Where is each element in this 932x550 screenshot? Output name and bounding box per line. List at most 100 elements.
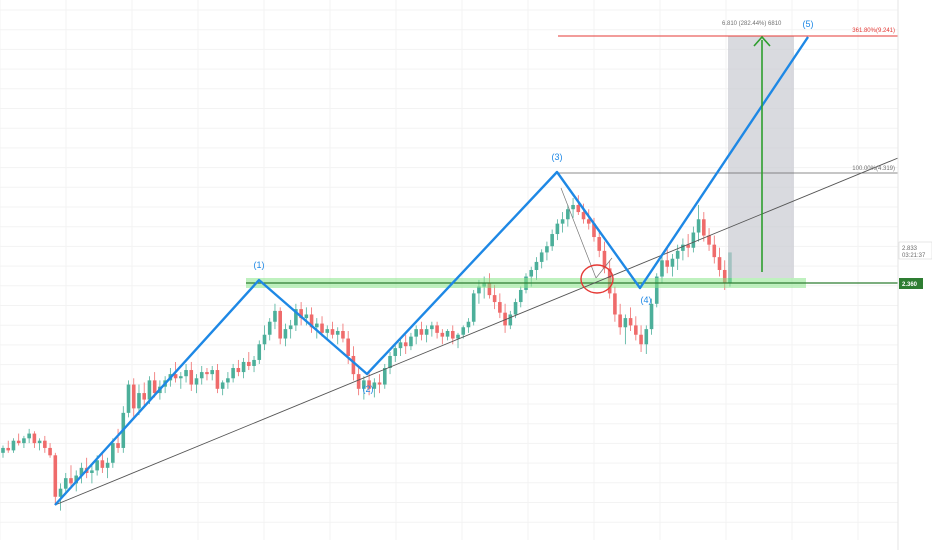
candle-body [613, 293, 617, 315]
price-tag-timer: 03:21:37 [902, 253, 926, 259]
candle-body [241, 361, 246, 373]
candle-body [325, 329, 330, 333]
candle-body [283, 329, 288, 339]
candle-body [534, 261, 539, 270]
wave-path [54, 36, 809, 506]
candle-body [111, 443, 115, 463]
candle-body [105, 462, 110, 468]
candle-body [335, 330, 340, 335]
candle-body [377, 382, 382, 385]
candle-body [95, 460, 99, 471]
candle-body [116, 443, 120, 448]
candle-body [6, 447, 11, 451]
candle-body [262, 334, 267, 345]
candle-body [184, 370, 188, 377]
candle-body [529, 269, 534, 277]
candle-body [236, 367, 241, 373]
candle-body [58, 488, 63, 497]
price-tag-value: 2.833 [902, 246, 918, 252]
candle-body [675, 250, 680, 259]
candle-body [440, 332, 445, 337]
candle-body [681, 244, 685, 251]
wave-label-5: (5) [803, 19, 814, 29]
candle-body [592, 223, 596, 238]
candle-body [602, 250, 607, 269]
candle-body [32, 433, 37, 444]
candle-body [445, 330, 450, 337]
connector-line [560, 187, 597, 279]
candle-body [215, 370, 220, 389]
candle-body [403, 342, 408, 347]
candle-body [696, 219, 701, 233]
candle-body [576, 204, 581, 213]
candle-body [16, 440, 21, 444]
candle-body [665, 260, 670, 267]
candle-body [581, 212, 586, 220]
candle-body [508, 314, 513, 326]
candle-body [79, 467, 84, 476]
price-tag-box [898, 241, 932, 260]
candle-body [309, 314, 314, 328]
candle-body [644, 329, 649, 345]
candle-body [566, 209, 570, 220]
candle-body [37, 440, 42, 444]
fib-ext-label: 361.80%(9.241) [852, 28, 895, 34]
candle-body [492, 295, 497, 303]
candle-body [351, 355, 356, 375]
support-tag-label: 2.360 [902, 282, 918, 288]
candle-body [670, 258, 675, 267]
candle-body [388, 355, 392, 368]
candle-body [722, 269, 727, 284]
retest-circle [580, 264, 614, 294]
candle-body [210, 370, 214, 375]
candle-body [503, 312, 507, 326]
wave-label-1: (1) [254, 260, 265, 270]
candle-body [660, 260, 664, 277]
wave-label-3: (3) [552, 152, 563, 162]
candle-body [362, 380, 366, 389]
candle-body [267, 321, 272, 335]
candle-body [586, 219, 591, 224]
trendline [54, 157, 899, 506]
candle-body [137, 393, 141, 409]
candle-body [456, 334, 460, 339]
candle-body [398, 342, 403, 349]
candle-body [555, 223, 560, 235]
candle-body [199, 372, 204, 379]
candle-body [597, 237, 602, 251]
candle-body [367, 380, 371, 389]
candle-body [226, 378, 230, 383]
candle-body [450, 330, 455, 339]
candle-body [131, 384, 136, 409]
candle-body [424, 329, 429, 335]
candle-body [90, 470, 94, 473]
candle-body [320, 323, 324, 333]
candle-body [487, 283, 492, 296]
candle-body [707, 235, 711, 245]
candle-body [189, 370, 194, 385]
candle-body [43, 440, 47, 448]
wave-label-2: (2) [363, 384, 374, 394]
support-tag-box [899, 278, 923, 289]
wave-label-4: (4) [641, 295, 652, 305]
candle-body [194, 378, 199, 385]
candle-body [205, 372, 209, 375]
candle-body [53, 455, 58, 497]
candle-body [560, 219, 565, 224]
candle-body [634, 325, 638, 335]
candle-body [702, 219, 706, 236]
candle-body [179, 376, 183, 379]
projection-label: 6.810 (282.44%) 6810 [722, 21, 782, 27]
candle-body [550, 234, 554, 247]
candle-body [539, 252, 544, 262]
candle-body [471, 293, 476, 322]
candle-body [435, 325, 439, 333]
candle-body [27, 433, 31, 439]
candle-body [498, 302, 502, 313]
candle-body [545, 246, 549, 253]
candle-body [341, 330, 345, 339]
candle-body [278, 310, 282, 339]
